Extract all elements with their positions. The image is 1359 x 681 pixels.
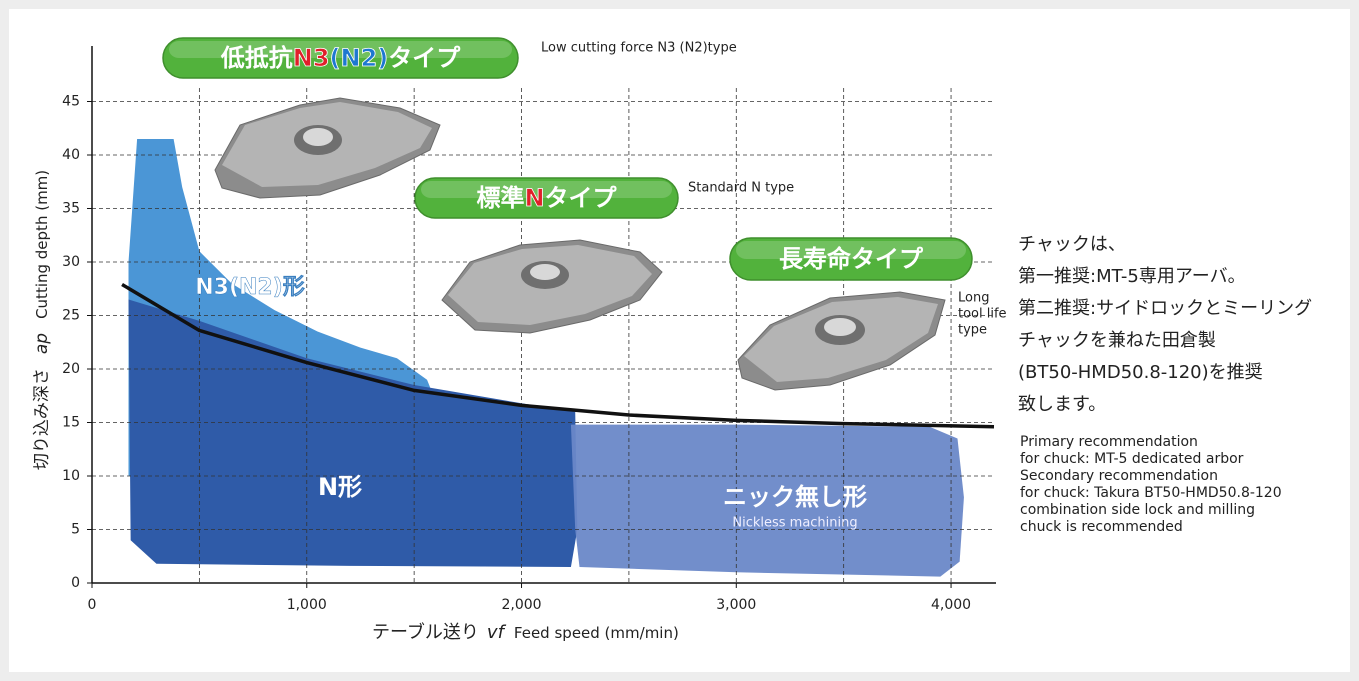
y-tick-label: 15	[62, 415, 80, 431]
y-tick-label: 20	[62, 361, 80, 377]
side-note-en: Primary recommendation	[1020, 434, 1198, 450]
y-tick-label: 30	[62, 254, 80, 270]
badge	[414, 177, 679, 219]
region	[128, 299, 578, 567]
insert-hole	[824, 318, 856, 336]
y-tick-label: 40	[62, 147, 80, 163]
side-note-en: for chuck: MT-5 dedicated arbor	[1020, 451, 1244, 467]
curve-layer	[121, 282, 995, 429]
x-label-ja: テーブル送り	[372, 621, 479, 643]
y-label-symbol: ap	[32, 333, 52, 354]
region	[570, 424, 964, 577]
x-label-en: Feed speed (mm/min)	[514, 624, 679, 642]
badge-note: Long	[958, 291, 989, 306]
line	[121, 282, 995, 429]
insert-hole	[303, 128, 333, 146]
badge-part: N	[524, 184, 544, 212]
y-tick-label: 5	[71, 522, 80, 538]
side-note-ja: 第一推奨:MT-5専用アーバ。	[1018, 266, 1246, 287]
region-subtitle: Nickless machining	[732, 516, 857, 531]
badge-part: 低抵抗	[220, 44, 293, 72]
side-note-en: chuck is recommended	[1020, 519, 1183, 535]
badge-shine	[421, 181, 672, 198]
side-note-en: for chuck: Takura BT50-HMD50.8-120	[1020, 485, 1282, 501]
badge-note: Standard N type	[688, 181, 794, 196]
labels: 0 5 10 15 20 25 30 35 40 45 0 1,000 2,000 3,000 4,000 N…	[32, 37, 1312, 643]
side-note-ja: チャックは、	[1018, 234, 1126, 255]
insert-hole	[530, 264, 560, 280]
badge-shine	[736, 241, 966, 259]
y-tick-label: 25	[62, 308, 80, 324]
side-note-en: Secondary recommendation	[1020, 468, 1218, 484]
badge-part: 標準	[476, 184, 524, 212]
y-tick-label: 35	[62, 201, 80, 217]
badge-shine	[169, 41, 512, 58]
y-axis-label: 切り込み深さ ap Cutting depth (mm)	[32, 170, 52, 470]
badge-part: N3	[293, 44, 330, 72]
region-label: ニック無し形	[723, 483, 867, 511]
badge	[162, 37, 519, 79]
inserts	[214, 97, 946, 391]
x-tick-label: 0	[88, 597, 97, 613]
region-label: N形	[318, 473, 362, 501]
badge-note: tool life	[958, 307, 1007, 322]
x-axis-label: テーブル送り vf Feed speed (mm/min)	[372, 621, 679, 643]
side-note-ja: 第二推奨:サイドロックとミーリング	[1018, 298, 1312, 319]
y-tick-label: 0	[71, 575, 80, 591]
badge-note: type	[958, 323, 987, 338]
side-note-ja: 致します。	[1018, 394, 1106, 415]
regions	[128, 138, 964, 577]
x-tick-label: 3,000	[716, 597, 756, 613]
y-label-en: Cutting depth (mm)	[33, 170, 51, 319]
badge-part: タイプ	[388, 44, 461, 72]
side-note-ja: チャックを兼ねた田倉製	[1018, 330, 1216, 351]
region-label: N3(N2)形	[195, 275, 305, 300]
badge-part: 長寿命タイプ	[779, 245, 924, 273]
badge-part: タイプ	[545, 184, 618, 212]
x-tick-label: 2,000	[501, 597, 541, 613]
y-tick-label: 10	[62, 468, 80, 484]
x-label-symbol: vf	[487, 622, 507, 643]
x-tick-label: 1,000	[287, 597, 327, 613]
badge-text: 標準Nタイプ	[476, 184, 617, 212]
badge	[729, 237, 973, 281]
badge-text: 低抵抗N3(N2)タイプ	[220, 44, 462, 72]
x-tick-label: 4,000	[931, 597, 971, 613]
badge-text: 長寿命タイプ	[779, 245, 924, 273]
y-label-ja: 切り込み深さ	[32, 368, 52, 470]
y-tick-label: 45	[62, 94, 80, 110]
side-note-en: combination side lock and milling	[1020, 502, 1255, 518]
badge-part: (N2)	[330, 44, 389, 72]
side-note-ja: (BT50-HMD50.8-120)を推奨	[1018, 362, 1263, 383]
badge-note: Low cutting force N3 (N2)type	[541, 41, 737, 56]
